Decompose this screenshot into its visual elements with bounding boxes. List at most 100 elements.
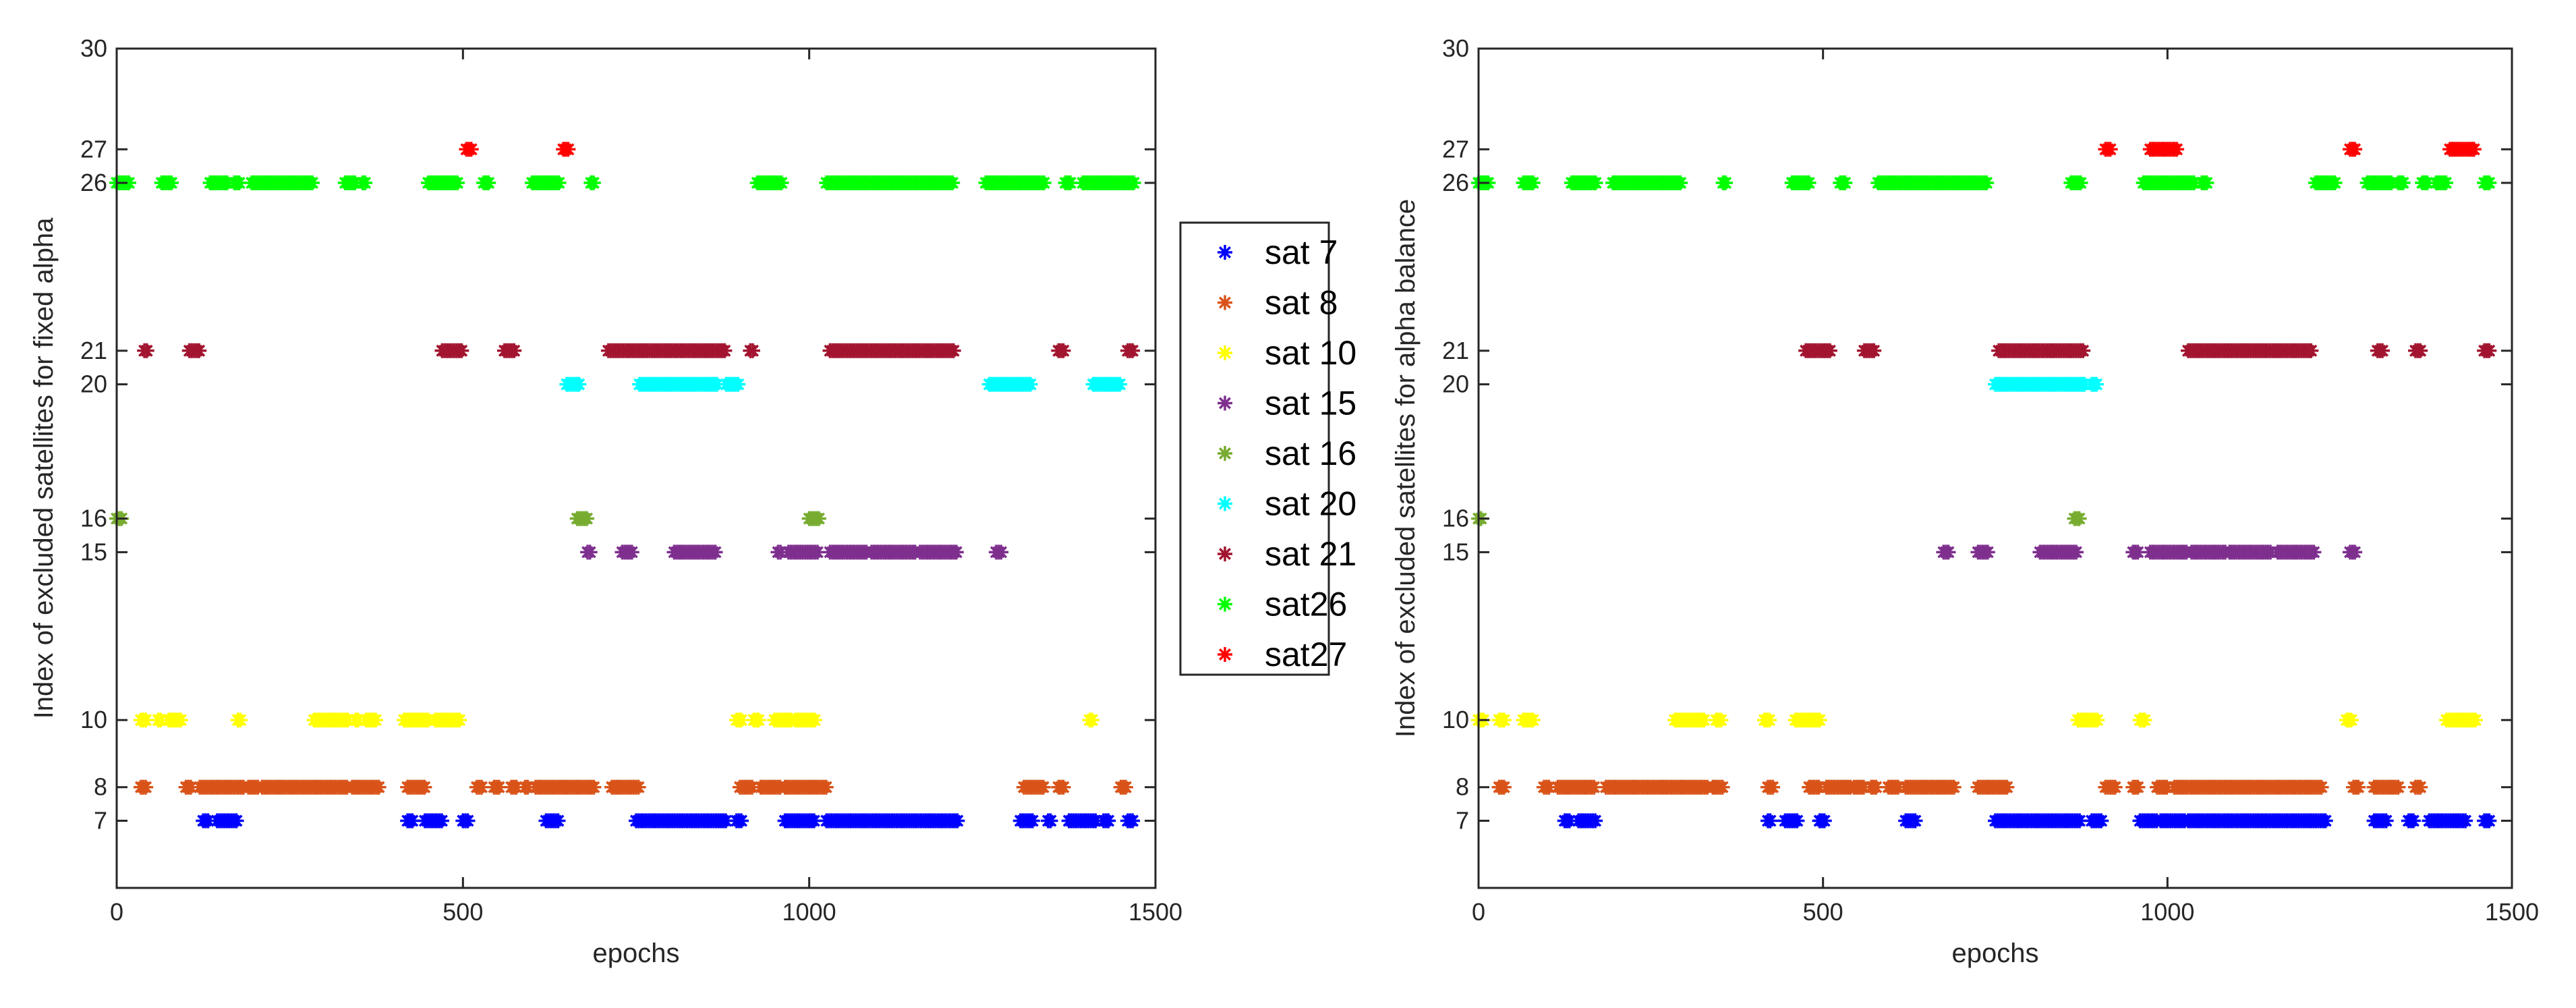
data-point [454,343,469,358]
data-point [2169,142,2185,157]
y-tick-label: 26 [1442,169,1469,196]
y-tick-label: 27 [1442,135,1469,163]
data-point [1801,175,1816,190]
y-tick-label: 21 [80,337,107,364]
data-point [1765,779,1781,795]
legend-entry: sat 20 [1218,485,1356,523]
y-tick-label: 16 [1442,505,1469,532]
data-point [1525,175,1541,190]
data-point [745,779,760,795]
x-tick-label: 500 [442,898,483,926]
data-point [1023,376,1038,392]
data-point [2344,712,2359,728]
legend-entry: sat 10 [1218,334,1356,372]
y-tick-label: 8 [1456,773,1469,801]
data-point [2069,544,2084,560]
data-point [1980,544,1995,560]
data-point [994,544,1009,560]
legend-label: sat 7 [1265,233,1338,271]
data-point [2327,175,2343,190]
data-point [1118,779,1133,795]
data-point [551,175,567,190]
data-point [164,175,179,190]
data-point [350,712,366,728]
series-sat-7 [196,813,1141,829]
series-sat-10 [133,712,1100,728]
data-point [2467,712,2483,728]
x-tick-label: 1500 [1128,898,1182,926]
series-sat26 [1471,175,2497,190]
x-axis-label: epochs [1952,939,2039,968]
asterisk-icon [1218,345,1232,360]
data-point [708,544,723,560]
data-point [1062,175,1078,190]
data-point [1496,779,1512,795]
data-point [347,175,363,190]
data-point [434,813,449,829]
y-axis-label: Index of excluded satellites for alpha b… [1391,199,1421,737]
data-point [192,343,207,358]
data-point [474,779,490,795]
data-marks [1471,142,2497,829]
data-point [507,343,522,358]
data-point [2314,779,2329,795]
data-point [233,712,248,728]
data-point [2466,142,2482,157]
data-point [368,712,383,728]
series-sat27 [459,142,576,157]
data-point [818,779,834,795]
axes-frame [1477,47,2513,889]
legend: sat 7 sat 8 sat 10 sat 15 sat 16 sat 20 sat 21… [1179,221,1356,676]
data-point [2089,376,2105,392]
x-tick-label: 0 [1472,898,1485,926]
data-point [1816,813,1832,829]
data-point [2090,712,2105,728]
data-point [806,813,822,829]
series-sat-8 [1491,779,2428,795]
asterisk-icon [1218,245,1232,260]
asterisk-icon [1218,596,1232,612]
data-point [1713,712,1729,728]
data-point [1811,779,1827,795]
data-point [1941,544,1956,560]
data-point [2405,813,2421,829]
data-point [2303,343,2319,358]
legend-label: sat26 [1265,586,1347,623]
legend-label: sat 8 [1265,284,1338,322]
legend-label: sat 10 [1265,334,1356,372]
series-sat-21 [1798,343,2497,358]
data-point [138,779,154,795]
data-point [1822,343,1837,358]
data-point [183,779,198,795]
data-point [460,813,476,829]
data-point [405,813,420,829]
data-point [1043,813,1058,829]
x-axis-label: epochs [593,939,680,968]
data-point [2420,175,2435,190]
data-point [745,343,760,358]
data-point [1562,813,1577,829]
data-point [582,544,598,560]
data-point [1856,779,1871,795]
data-point [1715,779,1730,795]
data-point [1946,779,1962,795]
data-point [710,376,725,392]
data-point [1112,376,1128,392]
data-point [1525,712,1541,728]
x-tick-label: 0 [110,898,123,926]
data-point [751,712,766,728]
data-point [1812,712,1827,728]
data-point [2306,544,2322,560]
data-point [2072,813,2088,829]
data-point [1036,175,1052,190]
y-tick-label: 20 [1442,370,1469,398]
data-point [139,343,154,358]
data-point [579,511,595,526]
x-tick-label: 1000 [2140,898,2194,926]
data-point [1868,779,1884,795]
y-tick-label: 16 [80,505,107,532]
data-point [1866,343,1882,358]
data-point [1586,779,1602,795]
data-point [550,813,566,829]
